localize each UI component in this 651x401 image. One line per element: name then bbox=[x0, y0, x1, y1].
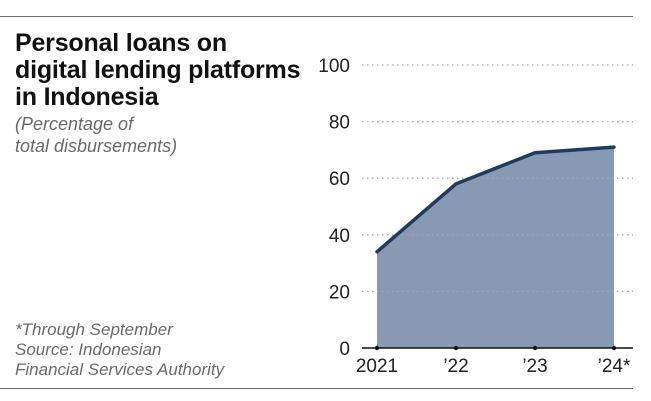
series-line bbox=[375, 145, 616, 254]
x-tick-2 bbox=[532, 345, 538, 351]
x-tick-1 bbox=[453, 345, 459, 351]
area-fill bbox=[377, 147, 614, 348]
y-tick-label-100: 100 bbox=[318, 56, 350, 77]
source-line-1: Source: Indonesian bbox=[15, 340, 162, 359]
footnote: *Through September bbox=[15, 320, 173, 339]
chart-subtitle: (Percentage of total disbursements) bbox=[15, 113, 275, 157]
title-line-2: digital lending platforms bbox=[15, 56, 301, 84]
x-tick-label-0: 2021 bbox=[356, 356, 398, 377]
y-tick-label-60: 60 bbox=[329, 169, 350, 190]
chart-notes: *Through September Source: Indonesian Fi… bbox=[15, 320, 295, 380]
source-line-2: Financial Services Authority bbox=[15, 360, 225, 379]
title-line-3: in Indonesia bbox=[15, 83, 159, 111]
x-tick-3 bbox=[611, 345, 617, 351]
y-tick-label-20: 20 bbox=[329, 282, 350, 303]
subtitle-line-2: total disbursements) bbox=[15, 136, 178, 156]
y-tick-label-80: 80 bbox=[329, 113, 350, 134]
subtitle-line-1: (Percentage of bbox=[15, 114, 134, 134]
y-tick-label-0: 0 bbox=[339, 339, 350, 360]
top-rule bbox=[0, 16, 633, 17]
chart-title: Personal loans on digital lending platfo… bbox=[15, 30, 315, 111]
bottom-rule bbox=[0, 388, 633, 389]
x-tick-label-2: ’23 bbox=[522, 356, 547, 377]
title-line-1: Personal loans on bbox=[15, 29, 227, 57]
x-tick-0 bbox=[374, 345, 380, 351]
y-tick-label-40: 40 bbox=[329, 226, 350, 247]
x-tick-label-3: ’24* bbox=[598, 356, 631, 377]
x-tick-label-1: ’22 bbox=[443, 356, 468, 377]
